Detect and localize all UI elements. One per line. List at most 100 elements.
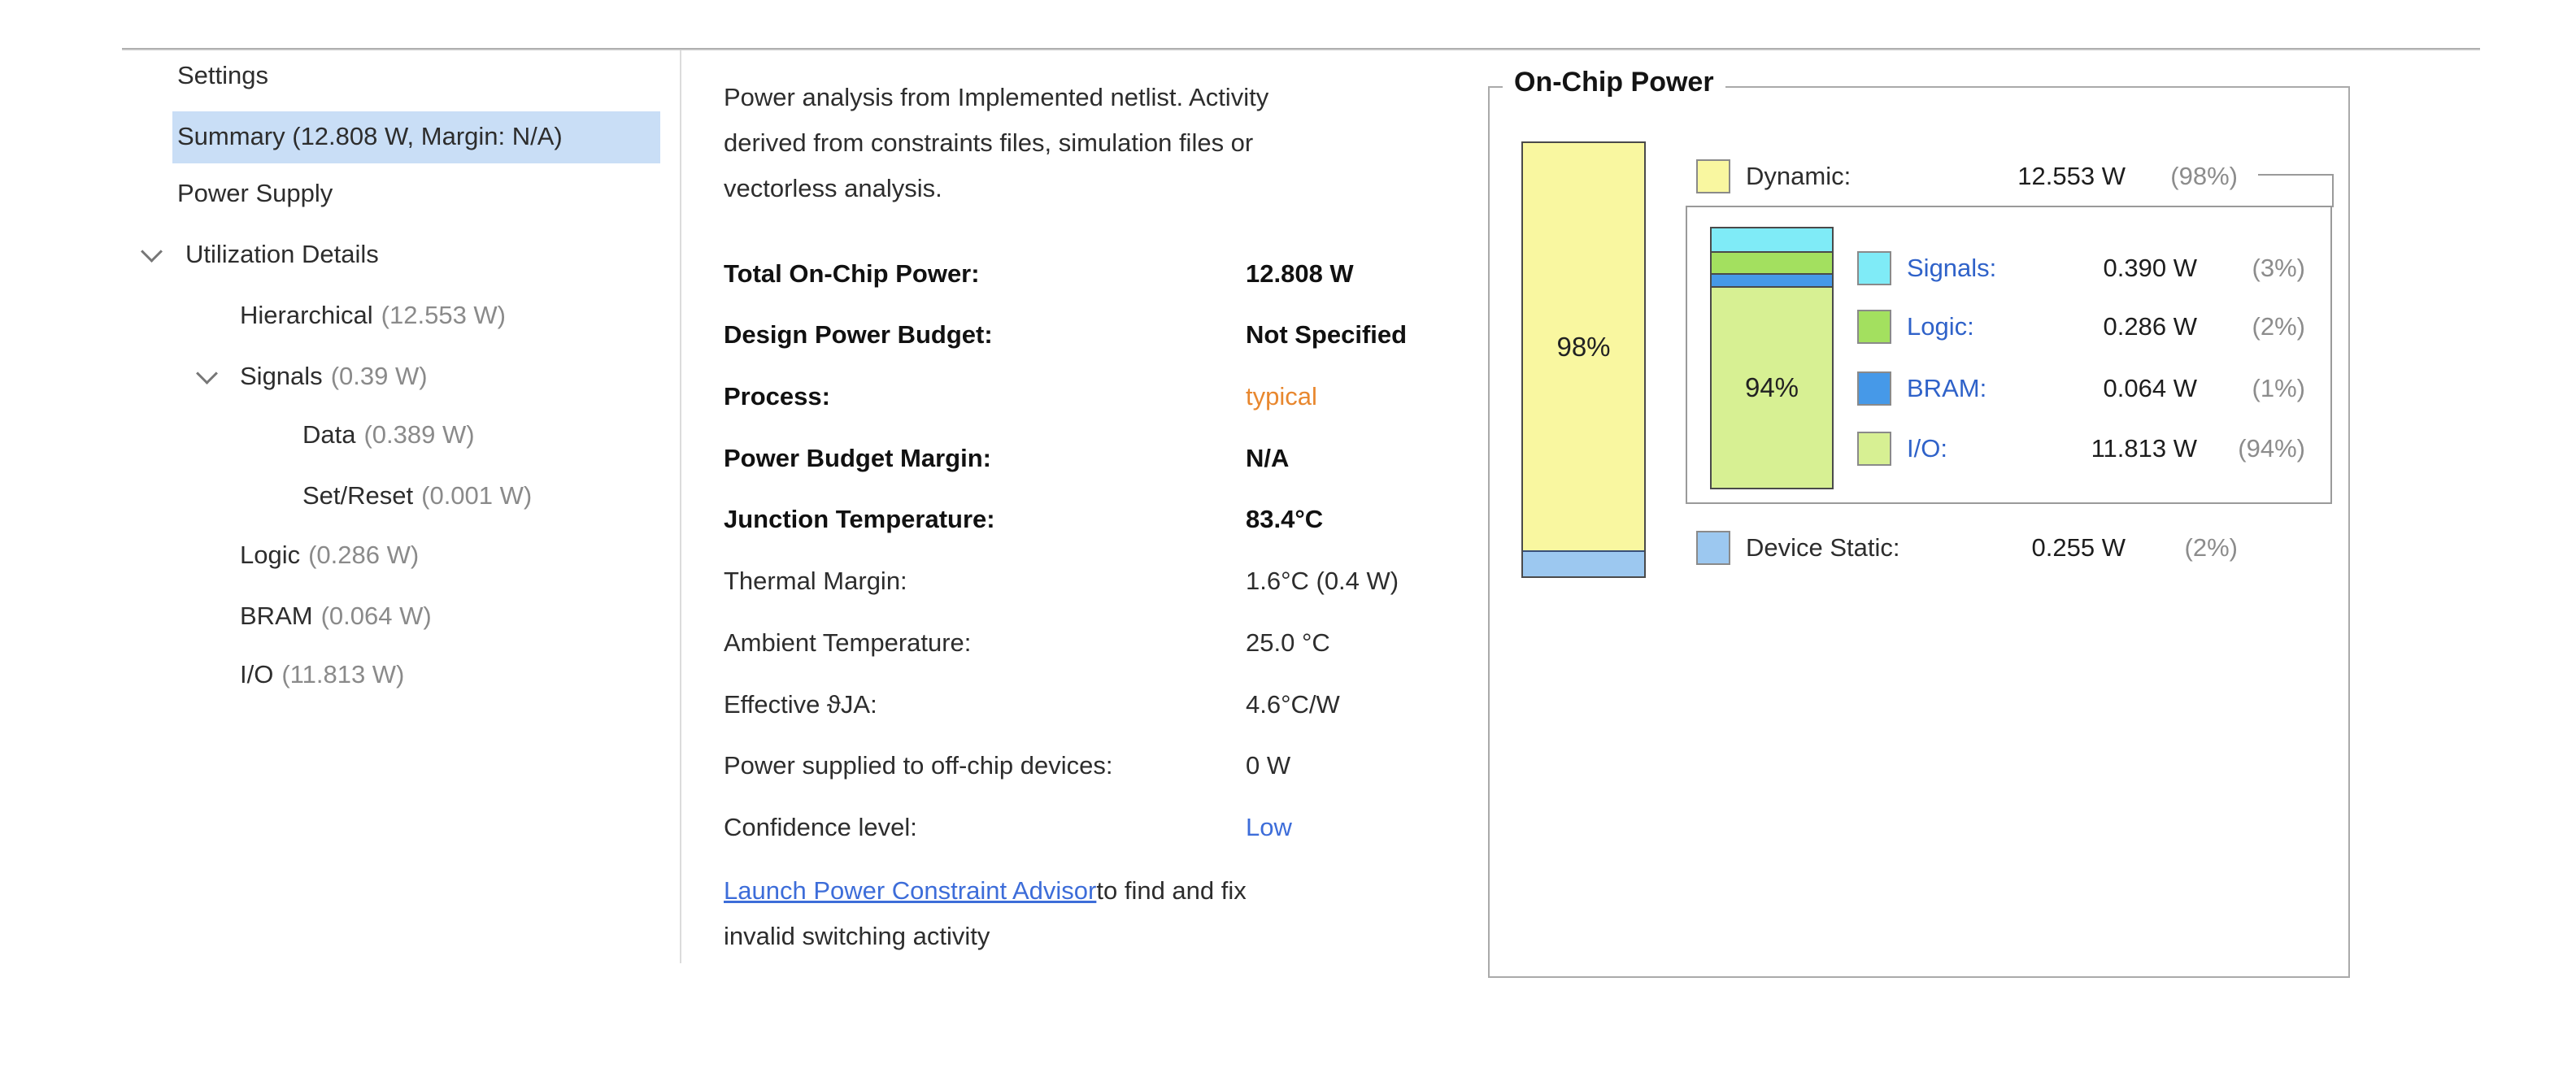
tree-item-label: Power Supply: [177, 179, 333, 207]
io-percent-label: 94%: [1744, 372, 1799, 402]
legend-percent: (2%): [2184, 533, 2238, 562]
tree-item-label: I/O: [240, 660, 274, 689]
tree-item-value: (11.813 W): [281, 660, 405, 689]
top-divider: [122, 48, 2480, 50]
tree-item-summary[interactable]: Summary (12.808 W, Margin: N/A): [177, 119, 563, 154]
legend-signals: Signals: 0.390 W (3%): [1857, 250, 2305, 286]
legend-connector-line: [2258, 174, 2334, 176]
tree-item-label: Logic: [240, 541, 301, 569]
legend-label: I/O:: [1907, 434, 1947, 463]
legend-io: I/O: 11.813 W (94%): [1857, 431, 2305, 467]
device-static-bar-segment: [1523, 550, 1644, 576]
row-value: typical: [1246, 382, 1317, 411]
tree-item-signals[interactable]: Signals (0.39 W): [240, 358, 428, 394]
tree-item-data[interactable]: Data (0.389 W): [302, 417, 475, 453]
row-label: Power supplied to off-chip devices:: [724, 751, 1113, 780]
row-label: Power Budget Margin:: [724, 444, 991, 472]
tree-item-settings[interactable]: Settings: [177, 58, 268, 93]
legend-label: BRAM:: [1907, 374, 1987, 402]
legend-value: 0.286 W: [2103, 312, 2197, 341]
tree-item-label: Set/Reset: [302, 481, 414, 510]
legend-label: Signals:: [1907, 254, 1997, 282]
tree-item-label: Data: [302, 420, 356, 449]
dynamic-percent-label: 98%: [1556, 331, 1611, 362]
tree-panel-divider: [680, 50, 681, 963]
row-label: Design Power Budget:: [724, 320, 993, 349]
tree-item-label: Signals: [240, 362, 323, 390]
legend-percent: (94%): [2238, 434, 2305, 463]
row-value: 1.6°C (0.4 W): [1246, 567, 1399, 595]
confidence-level-link[interactable]: Low: [1246, 813, 1292, 841]
legend-device-static: Device Static: 0.255 W (2%): [1696, 530, 2238, 566]
legend-value: 0.255 W: [2031, 533, 2126, 562]
row-value: 83.4°C: [1246, 505, 1324, 533]
tree-item-value: (0.389 W): [363, 420, 475, 449]
tree-item-value: (0.39 W): [330, 362, 428, 390]
row-label: Thermal Margin:: [724, 567, 907, 595]
legend-dynamic: Dynamic: 12.553 W (98%): [1696, 159, 2238, 194]
row-value: N/A: [1246, 444, 1290, 472]
row-value: 4.6°C/W: [1246, 690, 1340, 719]
legend-connector-line: [2332, 174, 2334, 207]
logic-swatch-icon: [1857, 310, 1891, 344]
dynamic-bar-segment: 98%: [1523, 143, 1644, 550]
row-label: Confidence level:: [724, 813, 917, 841]
tree-item-label: Settings: [177, 61, 269, 89]
tree-selection-highlight: [172, 111, 660, 163]
tree-item-utilization-details[interactable]: Utilization Details: [185, 237, 379, 272]
tree-item-hierarchical[interactable]: Hierarchical (12.553 W): [240, 298, 506, 333]
chevron-down-icon[interactable]: [196, 363, 218, 384]
device-static-swatch-icon: [1696, 531, 1730, 565]
row-value: Not Specified: [1246, 320, 1408, 349]
row-label: Process:: [724, 382, 830, 411]
row-label: Junction Temperature:: [724, 505, 995, 533]
legend-logic: Logic: 0.286 W (2%): [1857, 309, 2305, 345]
legend-value: 0.390 W: [2103, 254, 2197, 282]
io-swatch-icon: [1857, 432, 1891, 466]
on-chip-power-bar: 98%: [1521, 141, 1646, 578]
legend-percent: (98%): [2170, 162, 2238, 190]
intro-text: vectorless analysis.: [724, 174, 942, 202]
bram-swatch-icon: [1857, 371, 1891, 406]
intro-text: derived from constraints files, simulati…: [724, 128, 1254, 157]
intro-text: Power analysis from Implemented netlist.…: [724, 83, 1269, 111]
legend-value: 11.813 W: [2091, 434, 2197, 463]
tree-item-value: (0.001 W): [421, 481, 533, 510]
tree-item-logic[interactable]: Logic (0.286 W): [240, 537, 419, 573]
advisor-line2-text: invalid switching activity: [724, 922, 990, 950]
logic-bar-segment: [1712, 253, 1832, 275]
on-chip-power-groupbox: On-Chip Power 98% Dynamic: 12.553 W (98%…: [1488, 67, 2350, 978]
dynamic-breakdown-bracket: [1686, 206, 2332, 504]
bram-bar-segment: [1712, 275, 1832, 288]
tree-item-value: (0.286 W): [308, 541, 420, 569]
tree-item-value: (0.064 W): [320, 602, 432, 630]
tree-item-label: Utilization Details: [185, 240, 379, 268]
groupbox-title: On-Chip Power: [1503, 67, 1725, 98]
legend-percent: (3%): [2252, 254, 2305, 282]
tree-item-io[interactable]: I/O (11.813 W): [240, 657, 404, 693]
row-label: Effective ϑJA:: [724, 690, 877, 719]
row-value: 25.0 °C: [1246, 628, 1330, 657]
tree-item-label: Hierarchical: [240, 301, 373, 329]
signals-bar-segment: [1712, 228, 1832, 253]
legend-value: 12.553 W: [2017, 162, 2126, 190]
tree-item-power-supply[interactable]: Power Supply: [177, 176, 333, 211]
legend-bram: BRAM: 0.064 W (1%): [1857, 371, 2305, 406]
launch-power-constraint-advisor-link[interactable]: Launch Power Constraint Advisor: [724, 876, 1097, 905]
row-label: Total On-Chip Power:: [724, 259, 980, 288]
tree-item-set-reset[interactable]: Set/Reset (0.001 W): [302, 478, 532, 514]
chevron-down-icon[interactable]: [141, 241, 163, 263]
advisor-rest-text: to find and fix: [1096, 876, 1247, 905]
dynamic-swatch-icon: [1696, 159, 1730, 193]
tree-item-value: (12.553 W): [381, 301, 507, 329]
legend-label: Device Static:: [1746, 533, 1900, 562]
io-bar-segment: 94%: [1712, 288, 1832, 488]
tree-item-label: Summary (12.808 W, Margin: N/A): [177, 122, 563, 150]
legend-percent: (1%): [2252, 374, 2305, 402]
dynamic-breakdown-bar: 94%: [1710, 227, 1834, 489]
legend-label: Dynamic:: [1746, 162, 1852, 190]
advisor-line-2: invalid switching activity: [724, 919, 990, 954]
advisor-line-1: Launch Power Constraint Advisor to find …: [724, 873, 1247, 909]
tree-item-bram[interactable]: BRAM (0.064 W): [240, 598, 432, 634]
